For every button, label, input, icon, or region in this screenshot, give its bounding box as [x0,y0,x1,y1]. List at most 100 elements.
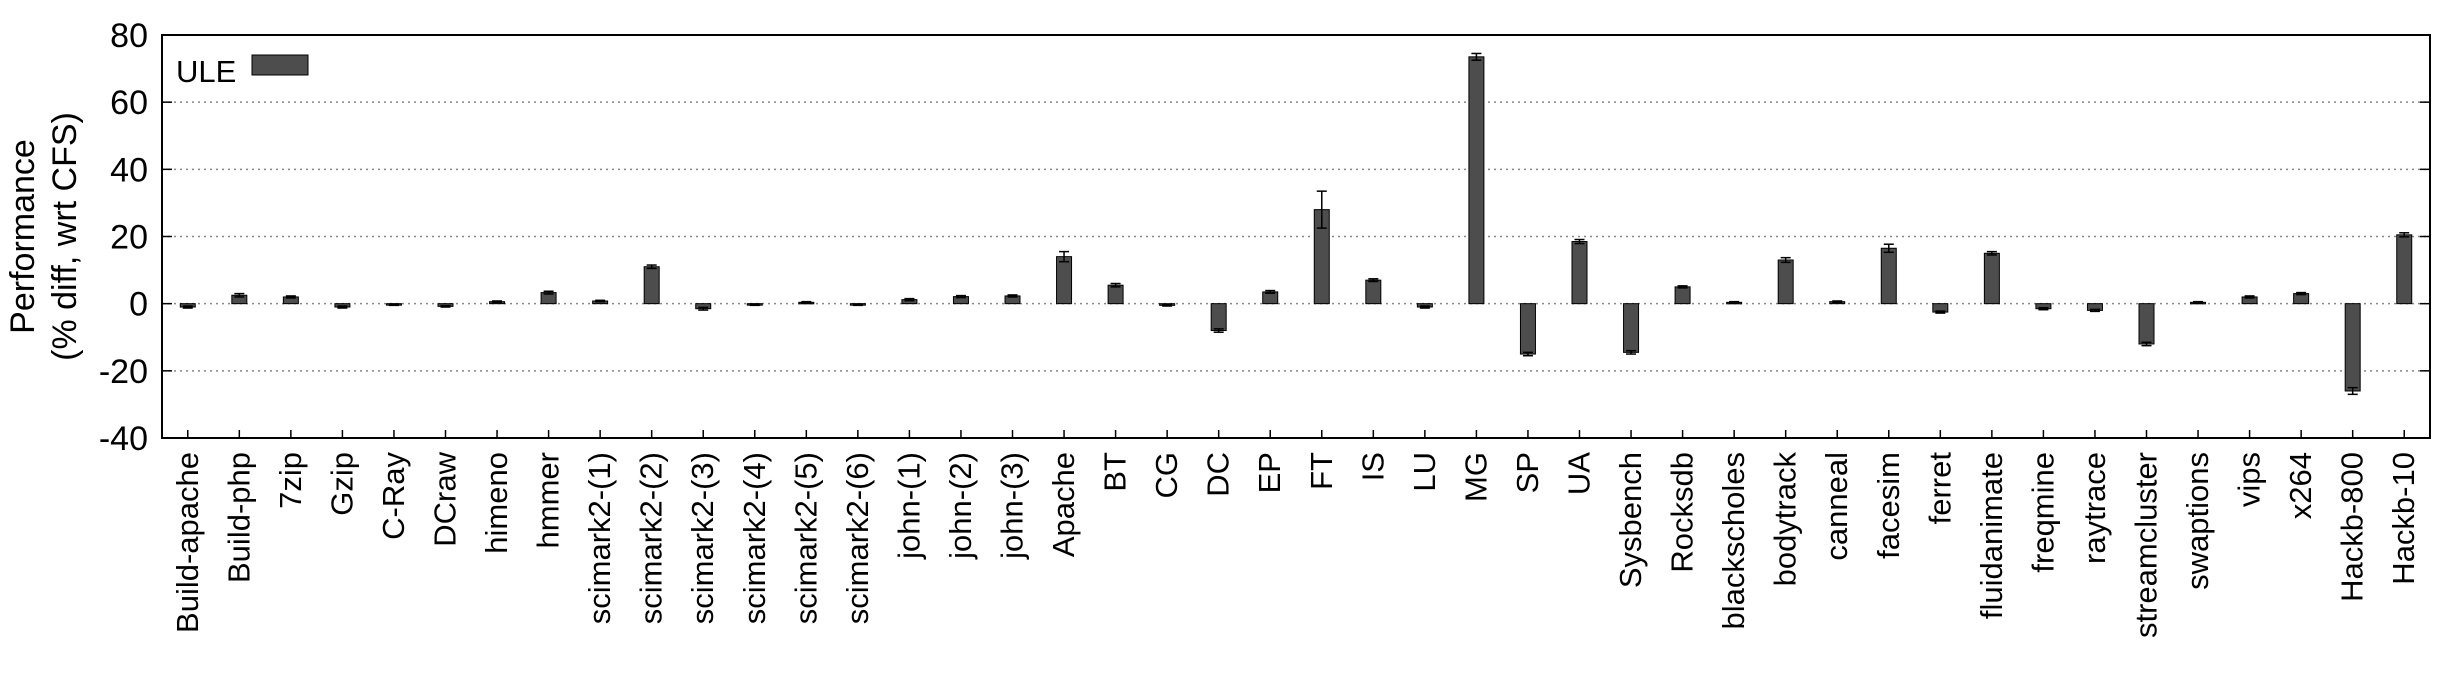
x-tick-label: bodytrack [1768,452,1803,587]
error-bar [1316,190,1327,229]
legend: ULE [176,54,309,89]
x-tick-label: EP [1252,452,1287,493]
error-bar [1162,303,1173,307]
error-bar [2399,232,2410,238]
error-bar [543,290,554,295]
error-bar [904,297,915,302]
x-tick-label: 7zip [273,452,308,509]
x-tick-label: UA [1562,452,1597,495]
y-axis-title-line: (% diff, wrt CFS) [46,112,84,361]
bar [2138,303,2155,345]
bar [1365,279,1382,305]
error-bar [2038,306,2049,311]
bar [1983,252,2000,305]
legend-swatch [251,54,309,76]
x-tick-label: facesim [1871,452,1906,559]
bar [2396,234,2413,305]
bars [179,52,2413,396]
x-tick-label: scimark2-(1) [582,452,617,624]
bar [1571,241,1588,305]
x-tick-label: freqmine [2025,452,2060,573]
error-bar [2244,295,2255,299]
x-tick-label: Rocksdb [1665,452,1700,573]
x-tick-label: scimark2-(4) [737,452,772,624]
x-tick-label: john-(1) [891,452,926,560]
x-tick-label: john-(3) [995,452,1030,560]
x-tick-label: Sysbench [1613,452,1648,588]
error-bar [1419,305,1430,309]
y-axis-title: Performance (% diff, wrt CFS) [4,112,84,361]
error-bar [852,303,863,307]
x-tick-label: scimark2-(2) [634,452,669,624]
y-tick-label: 40 [110,151,148,189]
error-bar [2141,341,2152,347]
x-tick-label: IS [1355,452,1390,481]
x-tick-label: CG [1149,452,1184,499]
error-bar [2347,386,2358,396]
error-bar [1522,351,1533,357]
x-tick-label: scimark2-(3) [685,452,720,624]
error-bar [440,304,451,308]
error-bar [1677,285,1688,289]
error-bar [1574,238,1585,245]
error-bar [1471,52,1482,61]
x-tick-label: raytrace [2077,452,2112,564]
error-bar [337,305,348,309]
error-bar [1935,310,1946,314]
x-tick-label: Hackb-800 [2335,452,2370,602]
x-tick-label: Build-php [221,452,256,583]
plot-frame [161,34,2431,439]
error-bar [1883,243,1894,254]
error-bar [749,303,760,307]
error-bar [492,300,503,304]
error-bar [2296,291,2307,296]
error-bar [1059,250,1070,263]
x-tick-label: FT [1304,452,1339,490]
bar [643,266,660,305]
bar [1210,303,1227,332]
x-tick-label: vips [2232,452,2267,507]
error-bar [801,300,812,304]
error-bar [182,305,193,309]
x-tick-label: DC [1201,452,1236,497]
y-tick-label: -20 [99,353,148,391]
x-tick-label: DCraw [428,451,463,546]
bar [1107,284,1124,305]
error-bar [1110,282,1121,288]
error-bar [646,264,657,270]
x-tick-label: hmmer [531,452,566,548]
y-tick-label: 0 [129,286,148,324]
bar [1880,247,1897,305]
error-bar [234,292,245,298]
legend-label: ULE [176,54,236,89]
error-bar [2089,308,2100,313]
x-tick-label: blackscholes [1716,452,1751,629]
x-tick-label: MG [1458,452,1493,502]
x-tick-label: ferret [1922,452,1957,525]
x-tick-label: LU [1407,452,1442,492]
bar [1674,286,1691,305]
error-bar [388,303,399,307]
bar [1623,303,1640,353]
error-bar [1213,328,1224,333]
axes [161,34,2431,439]
x-tick-label: canneal [1819,452,1854,561]
error-bar [1265,289,1276,295]
x-tick-label: scimark2-(5) [788,452,823,624]
x-tick-label: SP [1510,452,1545,493]
error-bar [595,299,606,303]
error-bar [1007,294,1018,298]
y-axis-title-line: Performance [4,139,42,334]
x-tick-label: scimark2-(6) [840,452,875,624]
error-bar [285,295,296,299]
y-tick-label: 80 [110,17,148,55]
x-tick-label: Build-apache [170,452,205,633]
error-bar [1986,250,1997,256]
x-tick-label: john-(2) [943,452,978,560]
x-tick-label: Hackb-10 [2386,452,2421,585]
error-bar [1626,349,1637,355]
y-tick-label: 20 [110,219,148,257]
bar [1056,256,1073,305]
